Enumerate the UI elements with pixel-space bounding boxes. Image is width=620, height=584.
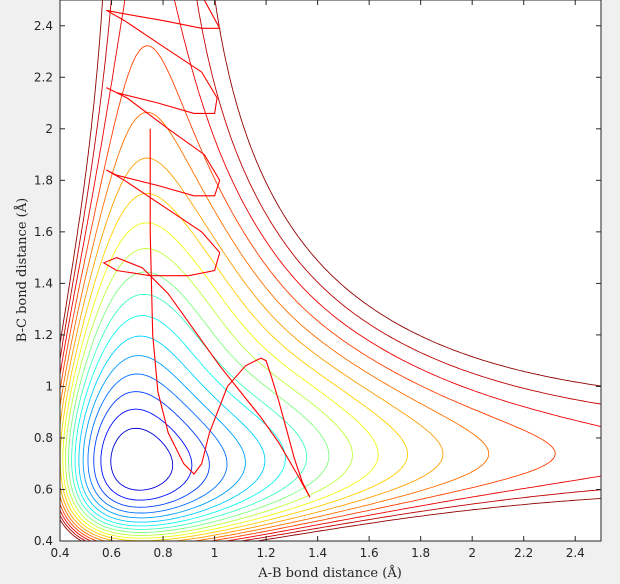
axis-ticks: 0.4 0.6 0.8 1 1.2 1.4 1.6 1.8 2 2.2 2.4 0.4 0.6 0.8 1 1… [34, 0, 601, 560]
x-tick-label: 0.8 [154, 546, 173, 560]
contour-level-17 [59, 45, 556, 542]
contour-level-20 [59, 0, 602, 542]
contour-level-6 [87, 373, 228, 514]
x-tick-label: 2.4 [566, 546, 585, 560]
trajectory-line [102, 0, 311, 498]
x-tick-label: 1.8 [411, 546, 430, 560]
y-tick-label: 1.8 [34, 173, 53, 187]
y-tick-label: 1.4 [34, 276, 53, 290]
contour-level-11 [68, 271, 330, 533]
contour-level-14 [59, 192, 409, 542]
x-tick-label: 1.6 [360, 546, 379, 560]
y-tick-label: 1.6 [34, 225, 53, 239]
y-tick-label: 1.2 [34, 328, 53, 342]
plot-area [60, 0, 601, 541]
contour-level-10 [71, 293, 308, 530]
x-tick-label: 1 [211, 546, 219, 560]
contour-level-13 [62, 222, 379, 539]
contour-level-16 [59, 111, 490, 542]
y-tick-label: 2.4 [34, 19, 53, 33]
contour-level-12 [65, 248, 353, 536]
contour-level-15 [59, 157, 444, 542]
y-tick-label: 2 [45, 122, 53, 136]
x-tick-label: 0.4 [50, 546, 69, 560]
contour-level-18 [59, 0, 602, 542]
x-tick-label: 1.2 [257, 546, 276, 560]
y-tick-label: 1 [45, 379, 53, 393]
y-tick-label: 0.6 [34, 482, 53, 496]
y-tick-label: 2.2 [34, 70, 53, 84]
contour-lines [59, 0, 602, 542]
x-tick-label: 1.4 [308, 546, 327, 560]
contour-level-9 [74, 315, 286, 527]
y-tick-label: 0.4 [34, 534, 53, 548]
contour-level-7 [82, 355, 246, 519]
contour-level-3 [110, 427, 174, 491]
y-tick-label: 0.8 [34, 431, 53, 445]
x-axis-label: A-B bond distance (Å) [257, 565, 402, 581]
contour-level-8 [78, 335, 266, 523]
contour-level-4 [100, 408, 193, 501]
contour-level-19 [59, 0, 602, 542]
contour-level-5 [93, 391, 210, 508]
x-tick-label: 2 [468, 546, 476, 560]
y-axis-label: B-C bond distance (Å) [14, 198, 30, 342]
x-tick-label: 0.6 [102, 546, 121, 560]
x-tick-label: 2.2 [514, 546, 533, 560]
plot-frame [59, 0, 602, 542]
